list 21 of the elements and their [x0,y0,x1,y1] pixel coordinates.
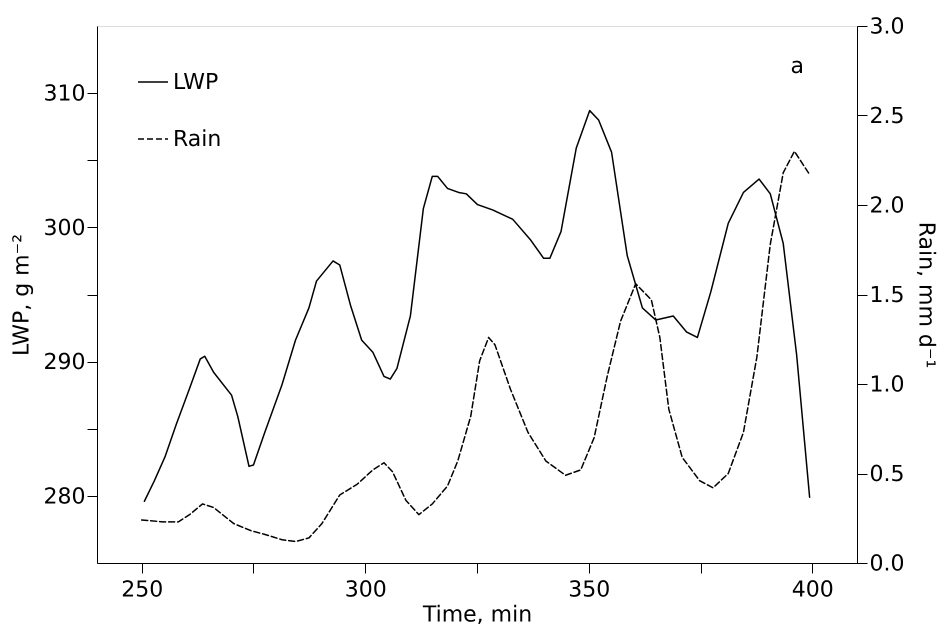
y-tick-label: 290 [44,350,86,376]
y-axis-title: LWP, g m⁻² [10,234,35,356]
x-axis-title: Time, min [422,602,532,628]
y2-tick-label: 0.5 [870,462,904,487]
y2-axis-title: Rain, mm d⁻¹ [913,222,938,368]
x-tick-label: 250 [121,578,164,602]
y2-tick-label: 0.0 [870,552,904,576]
y-tick-label: 280 [44,484,86,510]
y-tick-label: 300 [44,216,86,241]
x-tick-label: 300 [344,578,387,602]
y2-tick-label: 2.5 [870,104,904,129]
y2-tick-label: 1.0 [870,372,904,398]
legend-label: LWP [173,70,218,95]
annotation: a [790,54,804,79]
x-tick-label: 400 [792,578,834,602]
y-tick-label: 310 [44,82,86,107]
x-tick-label: 350 [568,578,610,602]
y2-tick-label: 1.5 [870,283,904,308]
y2-tick-label: 2.0 [870,194,904,218]
y2-tick-label: 3.0 [870,14,904,40]
legend-label: Rain [173,127,222,152]
